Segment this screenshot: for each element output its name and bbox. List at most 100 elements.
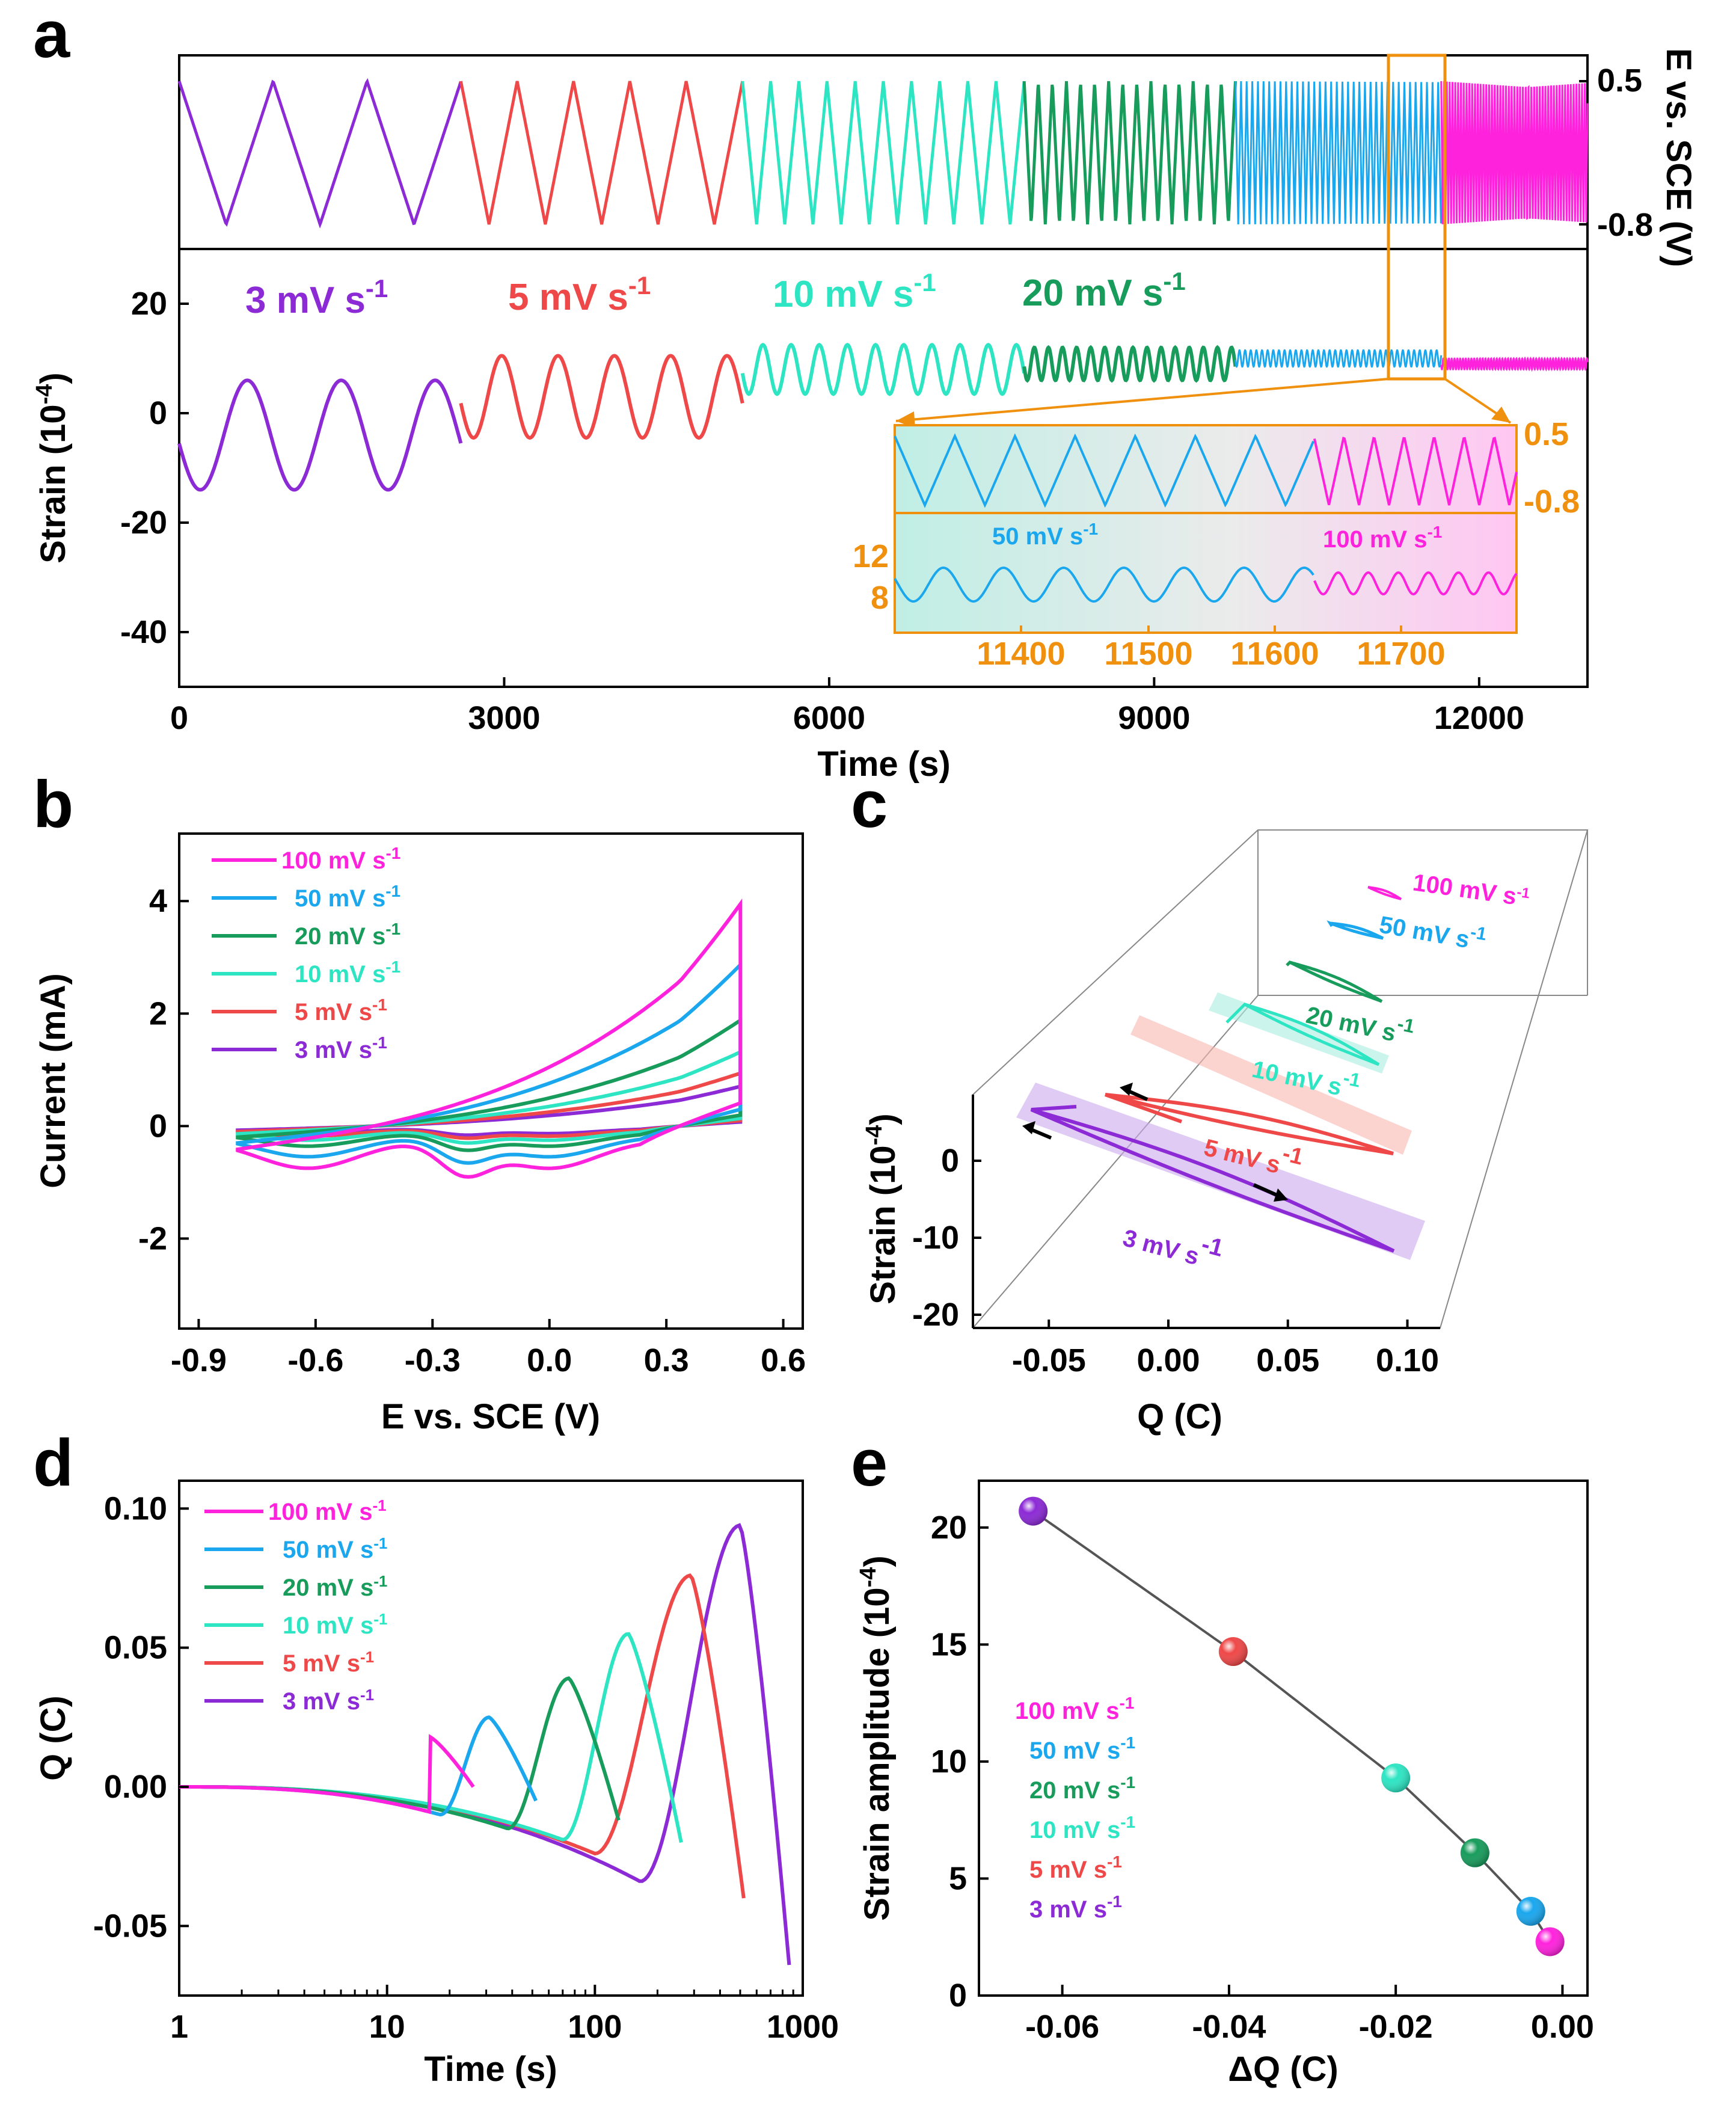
d-curve-3-mV-s-1 — [179, 1523, 791, 1965]
e-legend-label: 100 mV s-1 — [1015, 1694, 1134, 1724]
b-x-tick-label: -0.3 — [405, 1342, 461, 1378]
inset-e-tick-top: 0.5 — [1524, 416, 1569, 452]
d-legend-label: 3 mV s-1 — [283, 1686, 374, 1715]
panel-b-label: b — [33, 767, 73, 841]
d-legend-label: 5 mV s-1 — [283, 1648, 374, 1677]
inset-e-tick-bottom: -0.8 — [1524, 484, 1580, 520]
a-inset: 0.5 -0.8 12 8 11400 11500 11600 11700 50 mV… — [853, 416, 1580, 672]
c-rate-label: 100 mV s-1 — [1411, 869, 1531, 912]
e-fit-path — [1032, 1510, 1551, 1943]
e-point-shine — [1516, 1896, 1545, 1926]
c-loops — [1030, 886, 1402, 1253]
e-point-shine — [1535, 1927, 1565, 1956]
b-x-axis-label: E vs. SCE (V) — [381, 1397, 600, 1436]
d-x-tick-label: 100 — [568, 2009, 622, 2045]
d-legend: 100 mV s-1 50 mV s-1 20 mV s-1 10 mV s-1 5 m… — [204, 1496, 387, 1715]
inset-x-tick-label: 11400 — [977, 636, 1065, 672]
e-point-shine — [1381, 1763, 1411, 1793]
a-potential-50-mV-s-1 — [1235, 81, 1443, 225]
a-e-tick-bottom: -0.8 — [1597, 207, 1653, 243]
e-x-tick-label: -0.02 — [1359, 2009, 1433, 2045]
b-legend: 100 mV s-1 50 mV s-1 20 mV s-1 10 mV s-1 5 m… — [212, 844, 400, 1063]
panel-c-label: c — [851, 767, 888, 841]
e-y-tick-label: 10 — [931, 1744, 967, 1780]
a-x-tick-label: 0 — [170, 700, 188, 736]
e-points — [1019, 1496, 1565, 1956]
d-x-axis-label: Time (s) — [424, 2050, 557, 2089]
c-band — [1209, 992, 1389, 1074]
inset-strain-tick-8: 8 — [871, 580, 889, 616]
d-curves — [179, 1523, 791, 1965]
e-legend-label: 20 mV s-1 — [1029, 1773, 1135, 1804]
b-legend-label: 100 mV s-1 — [281, 844, 400, 874]
b-legend-label: 5 mV s-1 — [295, 995, 387, 1025]
d-legend-label: 10 mV s-1 — [283, 1610, 387, 1639]
a-potential-3-mV-s-1 — [177, 78, 462, 229]
c-loop-3-mV-s-1 — [1030, 1105, 1395, 1253]
d-curve-50-mV-s-1 — [179, 1715, 538, 1817]
e-y-tick-label: 15 — [931, 1626, 967, 1662]
c-x-tick-label: 0.10 — [1376, 1342, 1439, 1378]
a-x-tick-label: 9000 — [1118, 700, 1190, 736]
c-loop-10-mV-s-1 — [1225, 1002, 1380, 1066]
b-y-axis-label: Current (mA) — [34, 973, 73, 1188]
a-e-tick-top: 0.5 — [1597, 63, 1642, 99]
d-y-tick-label: 0.05 — [104, 1630, 167, 1666]
b-cv-100-mV-s-1 — [236, 898, 743, 1179]
d-x-tick-label: 1 — [170, 2009, 188, 2045]
e-frame — [978, 1480, 1589, 1997]
a-rate-label: 20 mV s-1 — [1022, 267, 1186, 314]
c-x-axis-label: Q (C) — [1137, 1397, 1222, 1436]
e-legend-label: 50 mV s-1 — [1029, 1733, 1135, 1764]
e-y-tick-label: 5 — [949, 1860, 967, 1896]
c-loop-5-mV-s-1 — [1104, 1093, 1394, 1155]
c-x-tick-label: -0.05 — [1012, 1342, 1086, 1378]
d-legend-label: 100 mV s-1 — [268, 1496, 387, 1525]
b-legend-label: 20 mV s-1 — [295, 920, 400, 950]
panel-a-strain — [177, 248, 1589, 688]
d-frame — [178, 1480, 804, 1997]
d-y-tick-label: 0.10 — [104, 1490, 167, 1526]
a-y-tick-label: -40 — [120, 614, 167, 650]
b-ticks: -0.9 -0.6 -0.3 0.0 0.3 0.6 4 2 0 -2 — [138, 883, 806, 1378]
a-rate-labels: 3 mV s-1 5 mV s-1 10 mV s-1 20 mV s-1 — [245, 267, 1186, 321]
a-y-tick-label: 20 — [131, 286, 167, 322]
inset-potential-50 — [894, 433, 1315, 508]
d-x-tick-label: 10 — [369, 2009, 405, 2045]
b-legend-label: 3 mV s-1 — [295, 1033, 387, 1063]
d-x-tick-label: 1000 — [767, 2009, 839, 2045]
a-strain-5-mV-s-1 — [459, 354, 744, 440]
inset-potential-100 — [1313, 437, 1518, 506]
panel-a-label: a — [33, 0, 70, 72]
d-ticks: 1 10 100 1000 0.10 0.05 0.00 -0.05 — [93, 1490, 839, 2045]
b-x-tick-label: 0.3 — [644, 1342, 689, 1378]
e-y-tick-label: 0 — [949, 1978, 967, 2014]
e-x-tick-label: -0.04 — [1192, 2009, 1266, 2045]
a-right-axis-label: E vs. SCE (V) — [1659, 48, 1698, 267]
a-y-tick-label: 0 — [149, 395, 167, 431]
b-y-tick-label: 2 — [149, 995, 167, 1031]
a-potential-5-mV-s-1 — [459, 81, 744, 225]
inset-strain-tick-12: 12 — [853, 538, 889, 574]
a-rate-label: 3 mV s-1 — [245, 274, 388, 321]
inset-strain-50 — [894, 566, 1314, 603]
c-rate-label: 50 mV s-1 — [1377, 906, 1488, 956]
a-x-tick-label: 12000 — [1434, 700, 1524, 736]
a-rate-label: 10 mV s-1 — [773, 268, 936, 315]
inset-x-tick-label: 11700 — [1357, 636, 1445, 672]
a-strain-100-mV-s-1 — [1440, 356, 1589, 372]
a-y-tick-label: -20 — [120, 505, 167, 541]
a-rate-label: 5 mV s-1 — [508, 271, 651, 318]
c-x-tick-label: 0.00 — [1136, 1342, 1200, 1378]
b-cv-curves — [236, 898, 743, 1179]
c-loop-100-mV-s-1 — [1367, 886, 1402, 900]
c-x-tick-label: 0.05 — [1256, 1342, 1319, 1378]
c-y-tick-label: -10 — [912, 1220, 959, 1256]
b-cv-20-mV-s-1 — [236, 1017, 743, 1152]
e-legend-label: 10 mV s-1 — [1029, 1813, 1135, 1843]
e-legend-label: 3 mV s-1 — [1029, 1892, 1122, 1923]
e-point-shine — [1460, 1838, 1489, 1867]
c-arrows — [1022, 1083, 1288, 1202]
a-x-axis-label: Time (s) — [817, 745, 950, 784]
panel-a-right-axis: 0.5 -0.8 E vs. SCE (V) — [1579, 48, 1698, 267]
